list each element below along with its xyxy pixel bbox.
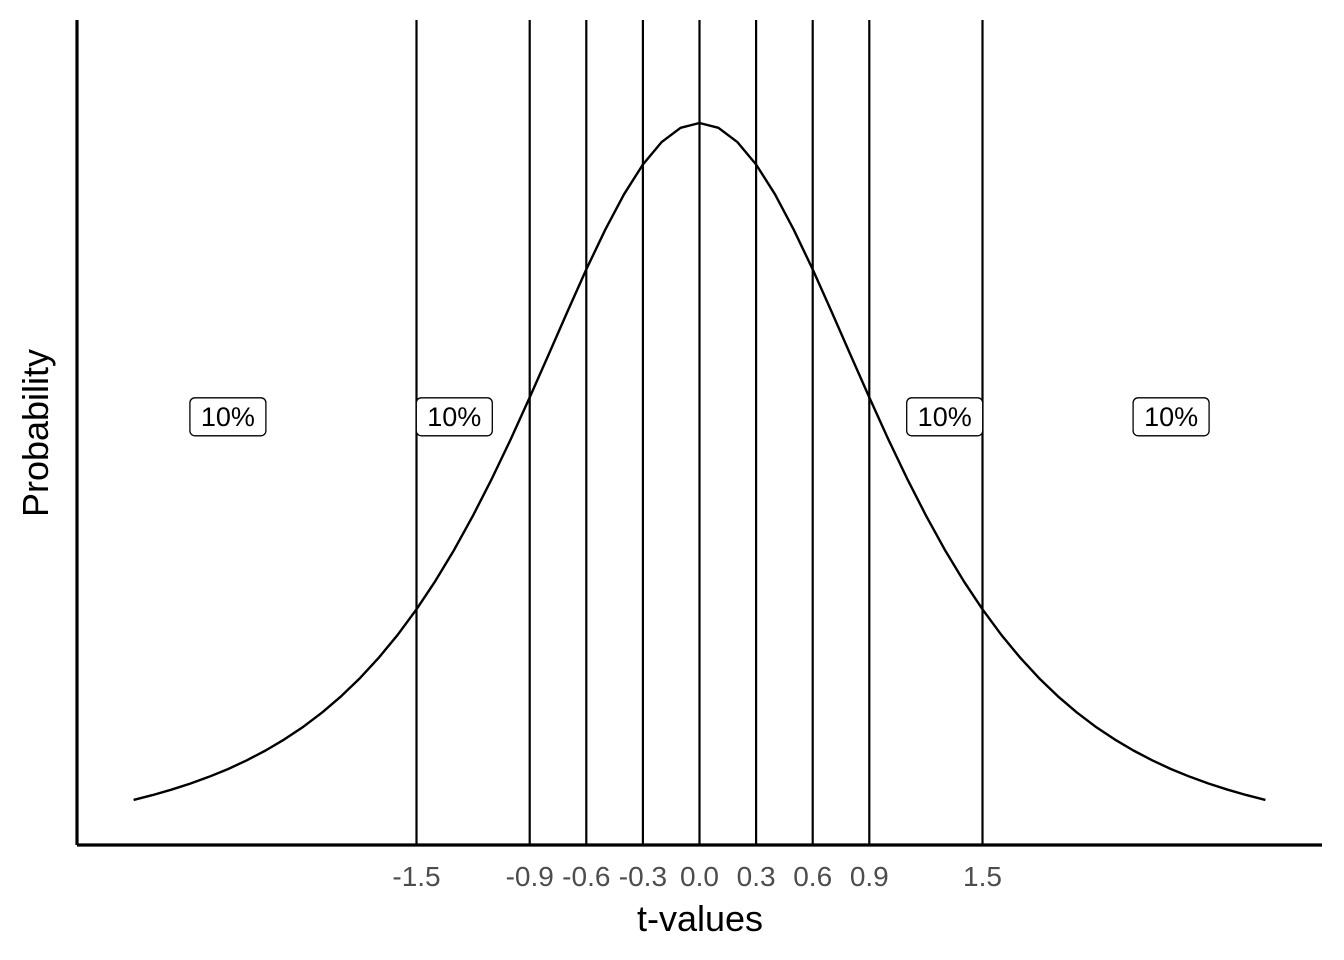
x-tick-label-8: 1.5 <box>963 861 1002 892</box>
x-tick-label-4: 0.0 <box>680 861 719 892</box>
density-curve <box>133 121 1266 802</box>
region-label-box <box>415 397 493 437</box>
region-label-text: 10% <box>1144 402 1198 432</box>
region-label-0: 10% <box>189 397 267 437</box>
region-label-text: 10% <box>427 402 481 432</box>
x-tick-label-1: -0.9 <box>506 861 554 892</box>
region-label-text: 10% <box>918 402 972 432</box>
region-label-3: 10% <box>1132 397 1210 437</box>
x-tick-label-3: -0.3 <box>619 861 667 892</box>
axes <box>75 20 1322 847</box>
region-label-box <box>906 397 984 437</box>
region-label-box <box>1132 397 1210 437</box>
x-tick-label-2: -0.6 <box>562 861 610 892</box>
density-curve-layer <box>133 121 1266 802</box>
x-tick-label-7: 0.9 <box>850 861 889 892</box>
region-label-1: 10% <box>415 397 493 437</box>
region-labels: 10% 10% 10% 10% <box>189 397 1210 437</box>
x-tick-label-0: -1.5 <box>392 861 440 892</box>
x-tick-label-5: 0.3 <box>737 861 776 892</box>
x-tick-labels: -1.5 -0.9 -0.6 -0.3 0.0 0.3 0.6 0.9 1.5 <box>392 861 1002 892</box>
x-axis-title: t-values <box>637 898 763 939</box>
x-tick-label-6: 0.6 <box>793 861 832 892</box>
region-label-text: 10% <box>201 402 255 432</box>
region-label-box <box>189 397 267 437</box>
region-label-2: 10% <box>906 397 984 437</box>
y-axis-title: Probability <box>15 349 56 517</box>
vertical-lines <box>415 20 984 845</box>
